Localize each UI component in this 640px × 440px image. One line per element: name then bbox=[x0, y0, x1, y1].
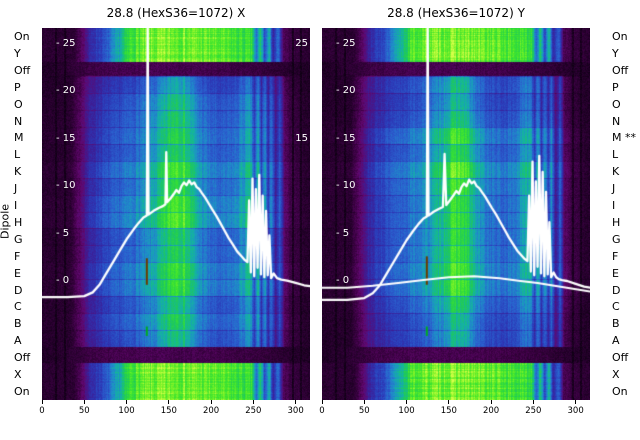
xtick-label: 200 bbox=[202, 406, 220, 416]
dipole-row-label: D bbox=[612, 283, 621, 297]
xtick-mark bbox=[126, 400, 128, 404]
dipole-row-label: K bbox=[14, 165, 22, 179]
xtick-label: 250 bbox=[525, 406, 542, 416]
dipole-row-label: Off bbox=[612, 351, 629, 365]
xtick-mark bbox=[41, 400, 43, 404]
dipole-row-label: O bbox=[612, 97, 621, 111]
xtick-mark bbox=[83, 400, 85, 404]
dipole-row-label: P bbox=[14, 80, 21, 94]
dipole-row-label: X bbox=[14, 368, 22, 381]
dipole-row-label: G bbox=[612, 232, 621, 246]
heatmap-panel-x: 28.8 (HexS36=1072) X - 25- 20- 15- 10- 5… bbox=[42, 6, 310, 400]
dipole-row-label: N bbox=[14, 114, 23, 128]
plot-title-y: 28.8 (HexS36=1072) Y bbox=[387, 6, 525, 20]
dipole-row-label: On bbox=[14, 384, 30, 398]
dipole-row-label: Y bbox=[612, 46, 619, 60]
dipole-row-label: L bbox=[612, 148, 619, 162]
xtick-mark bbox=[490, 400, 492, 404]
y-axis-label-dipole: Dipole bbox=[0, 203, 12, 240]
heatmap-canvas-x bbox=[42, 28, 310, 400]
xtick-mark bbox=[448, 400, 450, 404]
xtick-label: 100 bbox=[118, 406, 135, 416]
xtick-label: 150 bbox=[440, 406, 457, 416]
dipole-row-label: P bbox=[612, 80, 619, 94]
dipole-row-label: B bbox=[14, 317, 22, 331]
dipole-row-label: M bbox=[14, 131, 24, 145]
heatmap-panel-y: 28.8 (HexS36=1072) Y - 25- 20- 15- 10- 5… bbox=[322, 6, 590, 400]
dipole-row-label: B bbox=[612, 317, 620, 331]
dipole-row-label: C bbox=[612, 300, 620, 314]
dipole-row-label: I bbox=[14, 199, 18, 212]
heatmap-canvas-y bbox=[322, 28, 590, 400]
dipole-row-label: H bbox=[612, 215, 621, 229]
dipole-row-label: Off bbox=[612, 63, 629, 77]
dipole-row-label: On bbox=[14, 30, 30, 43]
dipole-row-label: On bbox=[612, 30, 628, 43]
dipole-row-label: K bbox=[612, 165, 620, 179]
dipole-row-label: A bbox=[612, 334, 620, 348]
xtick-label: 50 bbox=[358, 406, 370, 416]
dipole-row-label: O bbox=[14, 97, 23, 111]
dipole-row-label: A bbox=[14, 334, 22, 348]
dipole-row-label: F bbox=[612, 249, 619, 263]
dipole-row-label: Y bbox=[14, 46, 21, 60]
xtick-mark bbox=[168, 400, 170, 404]
xtick-label: 200 bbox=[482, 406, 500, 416]
xtick-mark bbox=[210, 400, 212, 404]
dipole-row-label: On bbox=[612, 384, 628, 398]
xtick-label: 50 bbox=[78, 406, 90, 416]
dipole-row-label: F bbox=[14, 249, 21, 263]
xtick-mark bbox=[252, 400, 254, 404]
dipole-row-label: E bbox=[14, 266, 21, 280]
dipole-row-label: J bbox=[612, 182, 616, 196]
dipole-row-label: Off bbox=[14, 351, 31, 365]
dipole-row-label: C bbox=[14, 300, 22, 314]
xtick-mark bbox=[575, 400, 577, 404]
dipole-row-label: N bbox=[612, 114, 621, 128]
dipole-row-label: D bbox=[14, 283, 23, 297]
xtick-label: 100 bbox=[398, 406, 415, 416]
dipole-row-label: M ** bbox=[612, 131, 636, 145]
xtick-label: 0 bbox=[39, 406, 45, 416]
dipole-row-label: L bbox=[14, 148, 21, 162]
dipole-row-label: X bbox=[612, 368, 620, 381]
plot-title-x: 28.8 (HexS36=1072) X bbox=[106, 6, 246, 20]
xtick-label: 300 bbox=[287, 406, 304, 416]
dipole-row-label: H bbox=[14, 215, 23, 229]
xtick-mark bbox=[363, 400, 365, 404]
dipole-row-label: I bbox=[612, 199, 616, 212]
dipole-row-label: E bbox=[612, 266, 619, 280]
xtick-label: 300 bbox=[567, 406, 584, 416]
xtick-mark bbox=[406, 400, 408, 404]
xtick-mark bbox=[295, 400, 297, 404]
xtick-label: 150 bbox=[160, 406, 177, 416]
xtick-mark bbox=[321, 400, 323, 404]
xtick-mark bbox=[532, 400, 534, 404]
xtick-label: 0 bbox=[319, 406, 325, 416]
dipole-row-label: J bbox=[14, 182, 18, 196]
xtick-label: 250 bbox=[245, 406, 262, 416]
dipole-row-label: Off bbox=[14, 63, 31, 77]
dipole-row-label: G bbox=[14, 232, 23, 246]
